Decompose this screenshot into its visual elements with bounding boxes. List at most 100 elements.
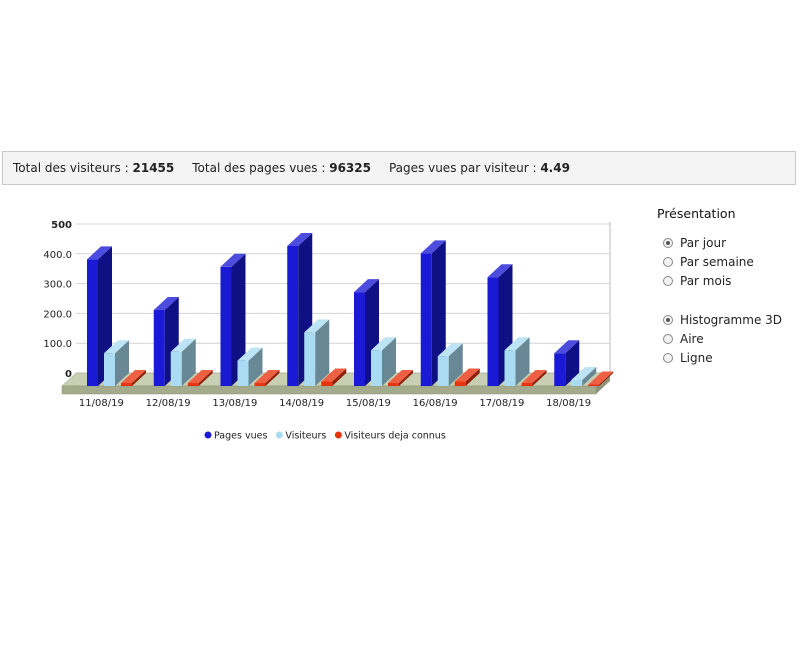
- radio-aire[interactable]: Aire: [657, 329, 797, 348]
- legend-marker: [275, 431, 283, 439]
- chart-area: 0 100.0 200.0 300.0 400.0 500 11/08/19 12/08/19…: [0, 200, 640, 460]
- bar-top: [321, 368, 347, 382]
- y-tick-label: 0: [65, 369, 72, 380]
- total-page-views-value: 96325: [329, 161, 371, 175]
- bar-front: [187, 383, 199, 386]
- bar-front: [254, 383, 266, 386]
- radio-checked-icon[interactable]: [663, 314, 673, 325]
- bar-side: [248, 347, 263, 386]
- bar-top: [237, 347, 263, 361]
- radio-unchecked-icon[interactable]: [663, 275, 673, 286]
- bar-top: [571, 367, 597, 381]
- radio-checked-icon[interactable]: [663, 237, 673, 248]
- bar-top: [487, 264, 513, 278]
- y-tick-label: 100.0: [43, 339, 72, 350]
- bar-side: [448, 343, 463, 386]
- x-tick-label: 13/08/19: [212, 398, 257, 409]
- legend-label: Visiteurs deja connus: [344, 431, 445, 442]
- bar-front: [437, 356, 449, 386]
- radio-histogramme-3d[interactable]: Histogramme 3D: [657, 310, 797, 329]
- radio-par-semaine[interactable]: Par semaine: [657, 252, 797, 271]
- total-page-views: Total des pages vues : 96325: [192, 161, 371, 175]
- bar-side: [515, 337, 530, 386]
- bar-top: [588, 371, 614, 385]
- legend-marker: [204, 431, 212, 439]
- bar-front: [588, 384, 600, 386]
- bar-side: [198, 370, 213, 386]
- chart-floor-front: [61, 385, 597, 395]
- radio-ligne[interactable]: Ligne: [657, 348, 797, 367]
- bar-top: [354, 279, 379, 293]
- legend-label: Pages vues: [214, 431, 267, 442]
- x-tick-label: 11/08/19: [79, 398, 124, 409]
- bar-front: [304, 332, 316, 386]
- presentation-panel: Présentation Par jour Par semaine Par mo…: [657, 206, 797, 387]
- bar-top: [121, 370, 146, 384]
- bar-top: [287, 232, 313, 246]
- bar-side: [465, 368, 480, 386]
- pages-per-visitor-value: 4.49: [540, 161, 570, 175]
- y-tick-label: 500: [51, 220, 72, 231]
- radio-par-jour[interactable]: Par jour: [657, 233, 797, 252]
- bar-top: [170, 338, 196, 352]
- x-tick-label: 14/08/19: [279, 398, 324, 409]
- bar-front: [454, 381, 466, 386]
- bar-front: [170, 351, 182, 386]
- bar-front: [554, 353, 566, 386]
- total-visitors-value: 21455: [132, 161, 175, 175]
- x-tick-label: 16/08/19: [413, 398, 458, 409]
- bar-side: [582, 367, 597, 386]
- bar-front: [420, 253, 432, 386]
- bar-front: [87, 259, 98, 386]
- x-tick-label: 18/08/19: [546, 398, 591, 409]
- bar-top: [153, 297, 179, 311]
- bar-side: [565, 340, 580, 386]
- bar-top: [437, 343, 463, 357]
- bar-top: [254, 370, 280, 384]
- bar-top: [220, 253, 246, 267]
- radio-unchecked-icon[interactable]: [663, 333, 673, 344]
- bar-side: [332, 368, 347, 386]
- bar-front: [220, 266, 232, 386]
- bar-top: [521, 370, 547, 384]
- bar-side: [115, 340, 129, 386]
- bar-top: [187, 370, 213, 384]
- bar-side: [181, 338, 196, 386]
- bar-top: [104, 340, 129, 354]
- bar-front: [354, 292, 365, 386]
- radio-unchecked-icon[interactable]: [663, 256, 673, 267]
- bar-front: [371, 350, 382, 386]
- x-tick-label: 15/08/19: [346, 398, 391, 409]
- bar-side: [382, 337, 396, 386]
- presentation-title: Présentation: [657, 206, 736, 221]
- radio-par-mois[interactable]: Par mois: [657, 271, 797, 290]
- bar-side: [532, 370, 547, 386]
- bar-side: [132, 370, 146, 386]
- legend-marker: [334, 431, 342, 439]
- bar-front: [321, 381, 333, 386]
- bar-top: [87, 246, 112, 260]
- legend-label: Visiteurs: [285, 431, 326, 442]
- x-tick-label: 17/08/19: [479, 398, 524, 409]
- bar-front: [504, 350, 516, 386]
- bar-side: [599, 371, 614, 386]
- bar-side: [265, 370, 280, 386]
- bar-front: [237, 360, 249, 386]
- bar-top: [554, 340, 580, 354]
- bar-front: [388, 383, 399, 386]
- bar-side: [399, 370, 413, 386]
- bar-front: [153, 310, 165, 386]
- bar-front: [487, 277, 499, 386]
- bar-front: [571, 380, 583, 386]
- bar-top: [371, 337, 396, 351]
- bar-side: [315, 319, 330, 386]
- bar-front: [287, 245, 299, 386]
- bar-top: [504, 337, 530, 351]
- bar-top: [388, 370, 413, 384]
- bar-side: [231, 253, 246, 386]
- pages-per-visitor: Pages vues par visiteur : 4.49: [388, 161, 570, 175]
- period-options: Par jour Par semaine Par mois: [657, 233, 797, 290]
- radio-unchecked-icon[interactable]: [663, 352, 673, 363]
- bar-chart: 0 100.0 200.0 300.0 400.0 500 11/08/19 12/08/19…: [43, 220, 614, 442]
- chart-type-options: Histogramme 3D Aire Ligne: [657, 310, 797, 367]
